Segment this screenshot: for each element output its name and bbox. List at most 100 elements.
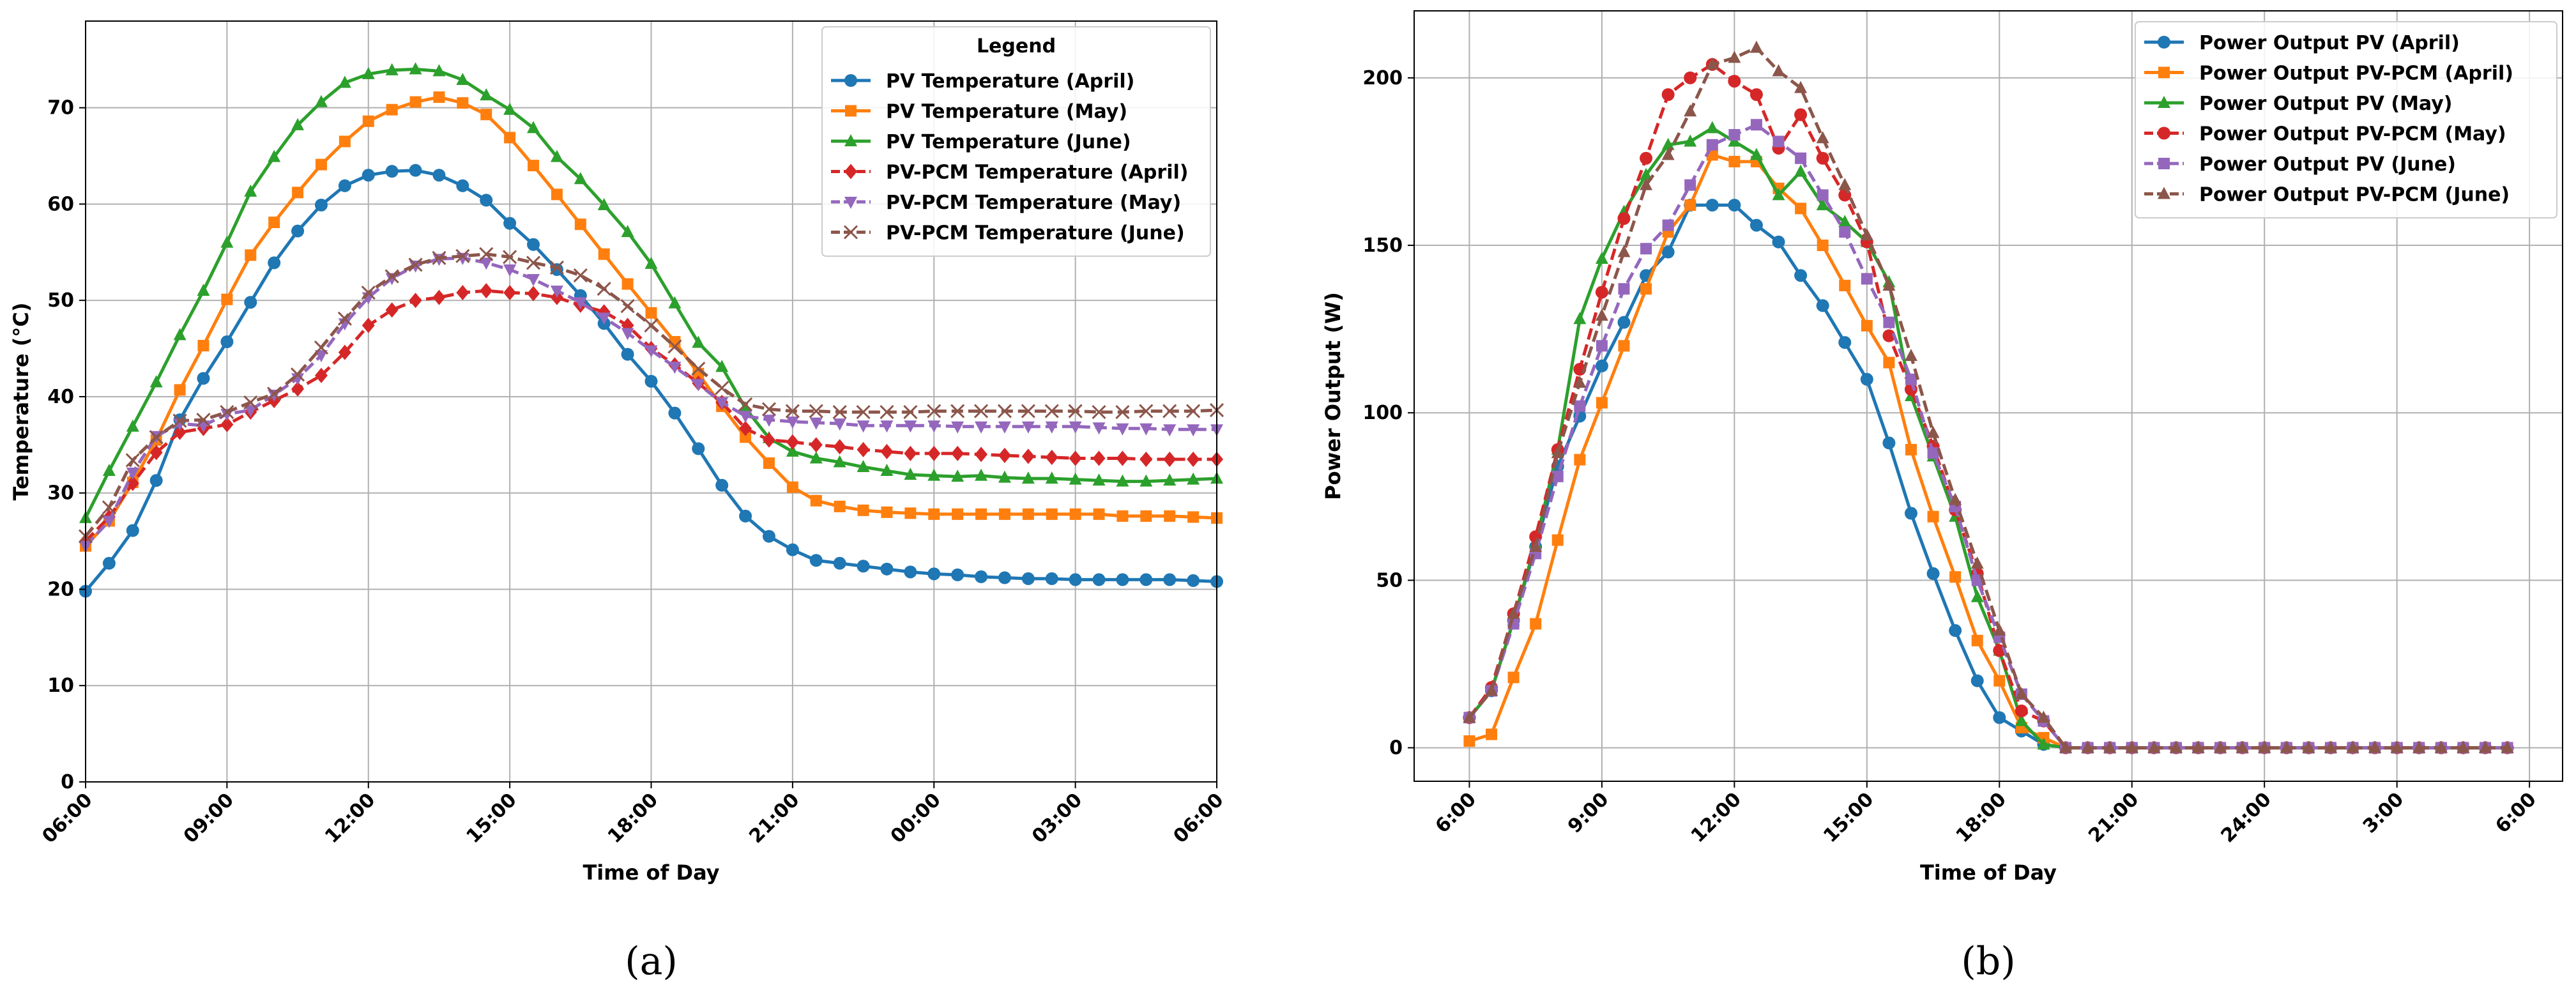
data-point <box>1640 151 1653 165</box>
data-point <box>952 508 964 520</box>
data-point <box>1816 299 1829 312</box>
legend-swatch-marker <box>2158 158 2170 169</box>
data-point <box>1069 472 1082 485</box>
data-point <box>1163 424 1177 437</box>
data-point <box>574 172 587 185</box>
data-point <box>1139 474 1153 487</box>
data-point <box>220 416 234 432</box>
legend-swatch-marker <box>2158 126 2170 140</box>
data-point <box>1069 450 1082 466</box>
data-point <box>927 404 941 418</box>
data-point <box>739 509 752 523</box>
legend-entry-label: PV Temperature (May) <box>886 101 1127 123</box>
data-point <box>1883 316 1895 328</box>
data-point <box>880 405 894 420</box>
data-point <box>597 282 611 296</box>
data-point <box>1092 422 1106 435</box>
data-point <box>1044 404 1059 418</box>
data-point <box>409 293 422 309</box>
legend-frame <box>2135 21 2557 218</box>
data-point <box>455 248 470 263</box>
data-point <box>998 571 1011 585</box>
y-tick-label: 0 <box>1389 737 1403 760</box>
data-point <box>1139 404 1154 418</box>
data-point <box>1927 447 1939 459</box>
data-point <box>1661 245 1675 259</box>
data-point <box>315 158 327 171</box>
data-point <box>220 405 234 420</box>
data-point <box>550 286 563 298</box>
data-point <box>1596 340 1608 352</box>
data-point <box>291 373 305 386</box>
data-point <box>409 164 422 177</box>
legend-swatch-marker <box>2158 66 2170 79</box>
data-point <box>385 165 399 178</box>
data-point <box>1164 510 1176 522</box>
data-point <box>1618 340 1630 352</box>
data-point <box>997 404 1012 418</box>
data-point <box>573 268 588 283</box>
legend-entry-label: Power Output PV-PCM (April) <box>2199 63 2513 85</box>
data-point <box>1163 473 1177 486</box>
data-point <box>1794 164 1808 177</box>
data-point <box>1772 135 1785 148</box>
y-tick-label: 50 <box>47 289 74 312</box>
data-point <box>1838 215 1852 227</box>
data-point <box>480 88 493 101</box>
data-point <box>244 296 257 309</box>
data-point <box>361 286 376 300</box>
legend-swatch-marker <box>844 134 857 146</box>
data-point <box>1187 511 1200 523</box>
data-point <box>761 402 777 416</box>
chart-panel-b: 6:00 9:00 12:00 15:00 18:00 21:00 24:00 3:00 6:0… <box>1321 10 2563 984</box>
data-point <box>833 439 846 455</box>
data-point <box>432 64 446 77</box>
data-point <box>1046 508 1058 520</box>
data-point <box>786 444 799 457</box>
data-point <box>2280 740 2293 753</box>
data-point <box>621 328 634 340</box>
legend-swatch-marker <box>844 197 857 209</box>
data-point <box>998 470 1011 483</box>
data-point <box>173 424 187 440</box>
series-6 <box>1463 40 2514 753</box>
data-point <box>172 413 187 428</box>
data-point <box>834 500 846 512</box>
legend-entry-label: Power Output PV (June) <box>2199 153 2456 176</box>
data-point <box>480 283 493 299</box>
data-point <box>385 63 399 75</box>
data-point <box>1817 240 1829 252</box>
data-point <box>1838 188 1852 202</box>
data-point <box>1993 623 2006 636</box>
data-point <box>951 445 964 461</box>
data-point <box>268 217 280 229</box>
data-point <box>833 418 846 431</box>
data-point <box>245 249 257 261</box>
series-3 <box>79 62 1223 523</box>
data-point <box>1971 634 1983 646</box>
data-point <box>1860 228 1873 241</box>
data-point <box>1618 283 1630 295</box>
data-point <box>126 524 139 537</box>
data-point <box>1662 219 1674 231</box>
data-point <box>1728 155 1741 167</box>
y-axis-title-b: Power Output (W) <box>1321 292 1345 500</box>
data-point <box>196 413 211 427</box>
data-point <box>1092 473 1106 486</box>
data-point <box>715 397 729 410</box>
data-point <box>102 464 116 477</box>
data-point <box>1838 178 1852 190</box>
data-point <box>527 286 540 302</box>
data-point <box>174 384 186 396</box>
legend-frame <box>821 26 1211 257</box>
data-point <box>1772 64 1785 77</box>
data-point <box>809 437 823 453</box>
data-point <box>1728 50 1741 63</box>
data-point <box>1640 243 1652 255</box>
data-point <box>1021 572 1035 585</box>
data-point <box>786 416 799 429</box>
data-point <box>314 95 328 107</box>
data-point <box>338 179 351 192</box>
data-point <box>1551 534 1564 546</box>
data-point <box>621 317 634 333</box>
